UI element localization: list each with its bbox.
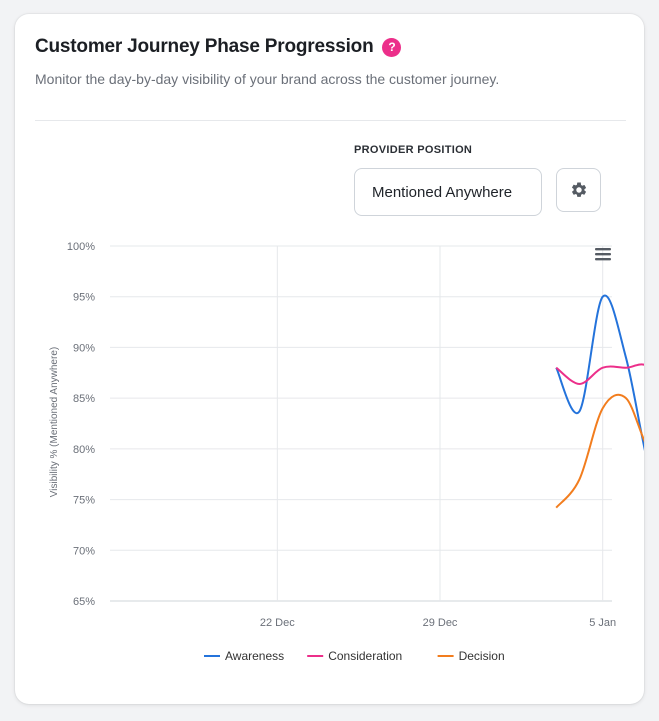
x-tick-label: 22 Dec: [260, 617, 295, 629]
page-subtitle: Monitor the day-by-day visibility of you…: [35, 71, 500, 87]
y-axis-title: Visibility % (Mentioned Anywhere): [49, 347, 60, 497]
x-tick-label: 29 Dec: [423, 617, 458, 629]
y-tick-label: 85%: [73, 393, 95, 405]
line-chart: 65% 70% 75% 80% 85% 90% 95% 100% 22 Dec 29 Dec 5 …: [49, 241, 644, 663]
y-tick-label: 80%: [73, 444, 95, 456]
y-tick-label: 100%: [67, 241, 95, 253]
x-tick-label: 5 Jan: [589, 617, 616, 629]
chart-card: Customer Journey Phase Progression ? Mon…: [15, 14, 644, 704]
y-tick-label: 90%: [73, 342, 95, 354]
divider: [35, 120, 626, 121]
settings-button[interactable]: [556, 168, 601, 212]
y-tick-label: 65%: [73, 596, 95, 608]
legend-label-decision: Decision: [459, 649, 505, 663]
help-icon[interactable]: ?: [382, 37, 402, 57]
chart-legend: Awareness Consideration Decision: [204, 649, 505, 663]
chart-series: [555, 294, 644, 509]
chart-grid: [110, 245, 612, 602]
y-axis-ticks: 65% 70% 75% 80% 85% 90% 95% 100%: [67, 241, 95, 608]
legend-label-consideration: Consideration: [328, 649, 402, 663]
provider-position-select[interactable]: Mentioned Anywhere: [354, 168, 542, 216]
series-line-consideration: [555, 363, 644, 385]
provider-position-value: Mentioned Anywhere: [372, 183, 513, 201]
legend-label-awareness: Awareness: [225, 649, 284, 663]
hamburger-menu-icon[interactable]: [595, 248, 611, 261]
gear-icon: [571, 182, 586, 197]
title-row: Customer Journey Phase Progression ?: [35, 36, 402, 58]
page-title: Customer Journey Phase Progression: [35, 36, 374, 57]
provider-position-label: PROVIDER POSITION: [354, 144, 473, 156]
series-line-decision: [555, 393, 644, 509]
y-tick-label: 70%: [73, 545, 95, 557]
series-line-awareness: [555, 294, 644, 452]
y-tick-label: 75%: [73, 495, 95, 507]
y-tick-label: 95%: [73, 292, 95, 304]
